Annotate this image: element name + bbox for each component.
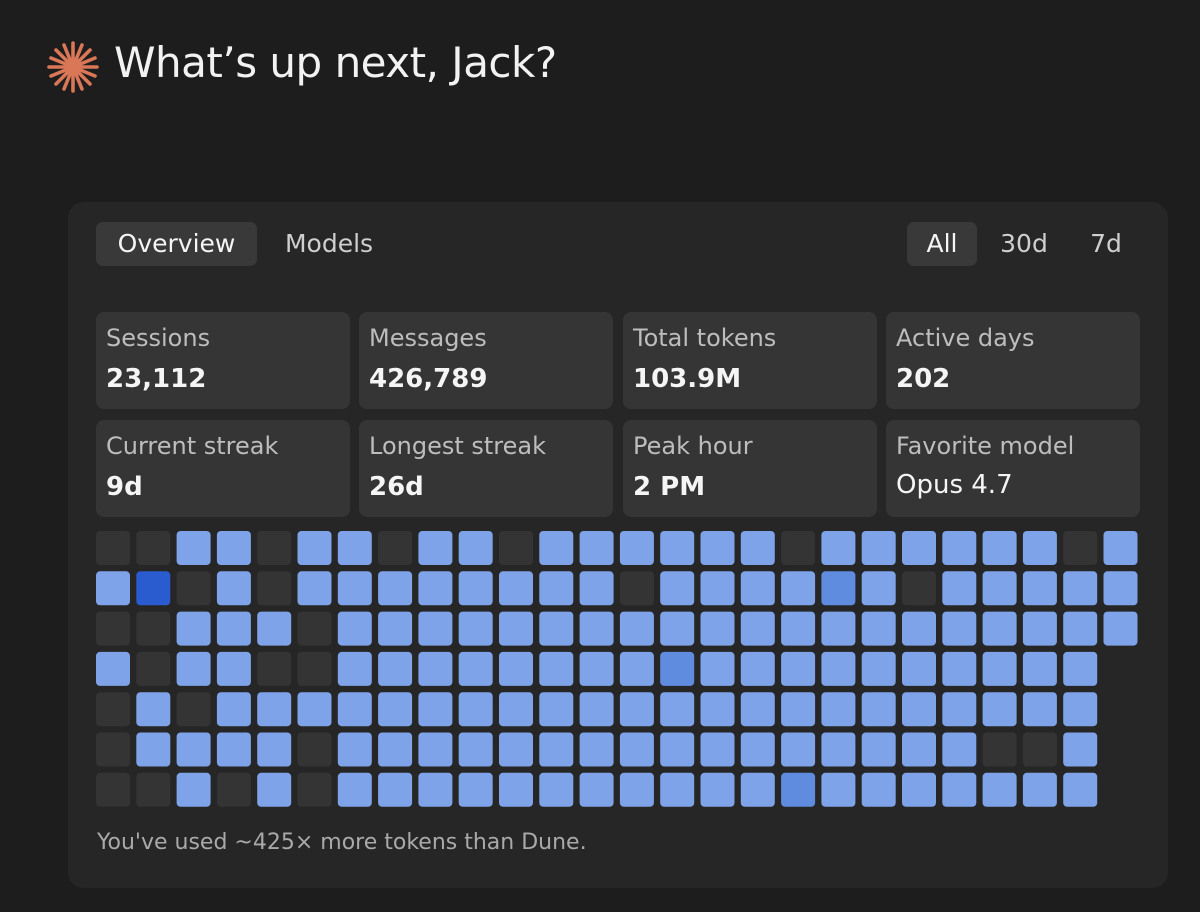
stat-label: Sessions <box>106 324 211 352</box>
stat-label: Longest streak <box>369 432 547 460</box>
stat-value: 202 <box>896 364 951 394</box>
stat-label: Messages <box>369 324 487 352</box>
stat-box: Active days 202 <box>886 312 1140 409</box>
stat-value: 2 PM <box>633 472 706 502</box>
stat-box: Total tokens 103.9M <box>623 312 877 409</box>
greeting-title: What’s up next, Jack? <box>114 38 557 87</box>
stat-value: 26d <box>369 472 424 502</box>
stats-card <box>68 202 1168 888</box>
stat-box: Favorite model Opus 4.7 <box>886 420 1140 517</box>
stat-label: Peak hour <box>633 432 753 460</box>
stat-value: Opus 4.7 <box>896 470 1013 500</box>
stat-box: Longest streak 26d <box>359 420 613 517</box>
stat-box: Messages 426,789 <box>359 312 613 409</box>
stat-box: Current streak 9d <box>96 420 350 517</box>
tab[interactable]: Overview <box>96 222 257 266</box>
tab[interactable]: Models <box>284 229 374 258</box>
range-button[interactable]: 30d <box>1000 229 1048 258</box>
stat-label: Current streak <box>106 432 279 460</box>
range-button[interactable]: 7d <box>1090 229 1122 258</box>
stat-box: Sessions 23,112 <box>96 312 350 409</box>
stat-value: 103.9M <box>633 364 742 394</box>
stat-value: 9d <box>106 472 143 502</box>
stat-value: 23,112 <box>106 364 207 394</box>
stat-value: 426,789 <box>369 364 488 394</box>
logo <box>47 41 99 93</box>
stat-label: Active days <box>896 324 1035 352</box>
stat-box: Peak hour 2 PM <box>623 420 877 517</box>
stat-label: Total tokens <box>633 324 777 352</box>
footer-note: You've used ~425× more tokens than Dune. <box>97 830 587 855</box>
stat-label: Favorite model <box>896 432 1075 460</box>
range-button[interactable]: All <box>907 222 977 266</box>
